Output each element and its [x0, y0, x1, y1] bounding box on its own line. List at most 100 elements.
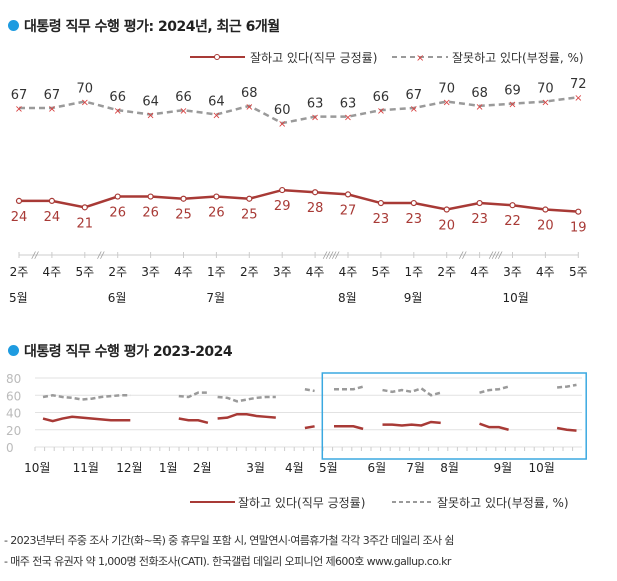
positive-point [476, 199, 483, 207]
positive-point [246, 195, 253, 202]
legend-positive-marker [214, 54, 220, 60]
negative-data-label: 60 [274, 103, 291, 118]
positive-line-segment [42, 415, 131, 423]
month-label: 10월 [503, 291, 529, 305]
negative-data-label: 64 [208, 94, 225, 109]
negative-point: × [541, 98, 549, 109]
highlight-box [321, 372, 587, 460]
negative-point: × [377, 106, 385, 117]
negative-data-label: 72 [570, 77, 587, 92]
x-tick-label: 2주 [240, 265, 259, 279]
x-tick-label: 2주 [108, 265, 127, 279]
month-label: 12월 [116, 461, 142, 475]
month-label: 7월 [206, 291, 225, 305]
negative-point: × [48, 104, 56, 115]
negative-point: × [574, 93, 582, 104]
negative-line-segment [382, 386, 442, 397]
positive-data-label: 27 [340, 203, 357, 218]
negative-data-label: 68 [471, 86, 488, 101]
legend-positive-label: 잘하고 있다(직무 긍정률) [238, 496, 365, 510]
chart1-title: 대통령 직무 수행 평가: 2024년, 최근 6개월 [24, 19, 280, 35]
negative-data-label: 67 [11, 88, 28, 103]
month-label: 3월 [246, 461, 265, 475]
negative-data-label: 66 [175, 90, 192, 105]
negative-line-segment [217, 395, 276, 403]
month-label: 7월 [406, 461, 425, 475]
negative-point: × [278, 119, 286, 130]
positive-point [410, 199, 417, 207]
negative-data-label: 63 [340, 97, 357, 112]
negative-point: × [146, 110, 154, 121]
axis-break-mark: //// [489, 251, 503, 261]
negative-point: × [344, 113, 352, 124]
x-tick-label: 5주 [372, 265, 391, 279]
positive-data-label: 24 [11, 210, 28, 225]
negative-data-label: 67 [406, 88, 423, 103]
legend-negative-label: 잘못하고 있다(부정률, %) [437, 496, 569, 510]
negative-point: × [475, 102, 483, 113]
month-label: 8월 [440, 461, 459, 475]
positive-line-segment [304, 425, 315, 430]
month-label: 4월 [285, 461, 304, 475]
x-tick-label: 5주 [569, 265, 588, 279]
negative-point: × [15, 104, 23, 115]
positive-point [279, 186, 286, 194]
month-label: 8월 [338, 291, 357, 305]
x-tick-label: 1주 [404, 265, 423, 279]
legend-negative-label: 잘못하고 있다(부정률, %) [452, 51, 584, 65]
y-tick-label: 60 [6, 389, 21, 403]
y-tick-label: 0 [6, 441, 14, 455]
positive-data-label: 19 [570, 221, 587, 236]
y-tick-label: 40 [6, 407, 21, 421]
positive-point [48, 197, 56, 204]
negative-point: × [410, 104, 418, 115]
x-tick-label: 3주 [503, 265, 522, 279]
month-label: 6월 [367, 461, 386, 475]
positive-point [180, 195, 187, 202]
negative-line-segment [42, 393, 131, 401]
positive-data-label: 21 [77, 216, 94, 231]
month-label: 2월 [193, 461, 212, 475]
bullet-icon [8, 345, 19, 356]
negative-point: × [179, 106, 187, 117]
chart2-plot: 0 20 40 60 80 10월 11월 12월 1월 2월 3월 4월 5월 6월 7월 8월 9월 10월 [6, 372, 587, 475]
x-tick-label: 4주 [470, 265, 489, 279]
positive-data-label: 22 [504, 214, 521, 229]
negative-point: × [311, 113, 319, 124]
positive-data-label: 25 [241, 208, 258, 223]
positive-data-label: 20 [438, 219, 455, 234]
negative-point: × [212, 110, 220, 121]
negative-data-label: 70 [537, 82, 554, 97]
positive-point [15, 197, 23, 204]
negative-data-label: 70 [438, 82, 455, 97]
chart2-title: 대통령 직무 수행 평가 2023-2024 [24, 344, 233, 360]
x-tick-label: 4주 [339, 265, 358, 279]
y-tick-label: 20 [6, 424, 21, 438]
chart1-plot: ×67×67×70×66×64×66×64 ×68×60×63×63×66×67×… [9, 77, 588, 305]
positive-data-label: 20 [537, 219, 554, 234]
axis-break-mark: ///// [323, 251, 340, 261]
x-tick-label: 2주 [10, 265, 29, 279]
axis-break-mark: // [459, 251, 467, 261]
positive-line-segment [178, 417, 209, 425]
negative-data-label: 70 [77, 82, 94, 97]
negative-point: × [443, 98, 451, 109]
positive-point [114, 193, 121, 200]
month-label: 6월 [108, 291, 127, 305]
positive-data-label: 26 [142, 206, 159, 221]
month-label: 9월 [404, 291, 423, 305]
positive-point [81, 204, 88, 211]
x-tick-label: 4주 [536, 265, 555, 279]
positive-data-label: 24 [44, 210, 61, 225]
bullet-icon [8, 20, 19, 31]
positive-data-label: 26 [109, 206, 126, 221]
positive-data-label: 25 [175, 208, 192, 223]
positive-point [509, 202, 516, 209]
x-tick-label: 1주 [207, 265, 226, 279]
negative-data-label: 64 [142, 94, 159, 109]
month-label: 9월 [494, 461, 513, 475]
positive-line-segment [382, 420, 441, 427]
negative-data-label: 67 [44, 88, 61, 103]
positive-line [19, 188, 579, 213]
